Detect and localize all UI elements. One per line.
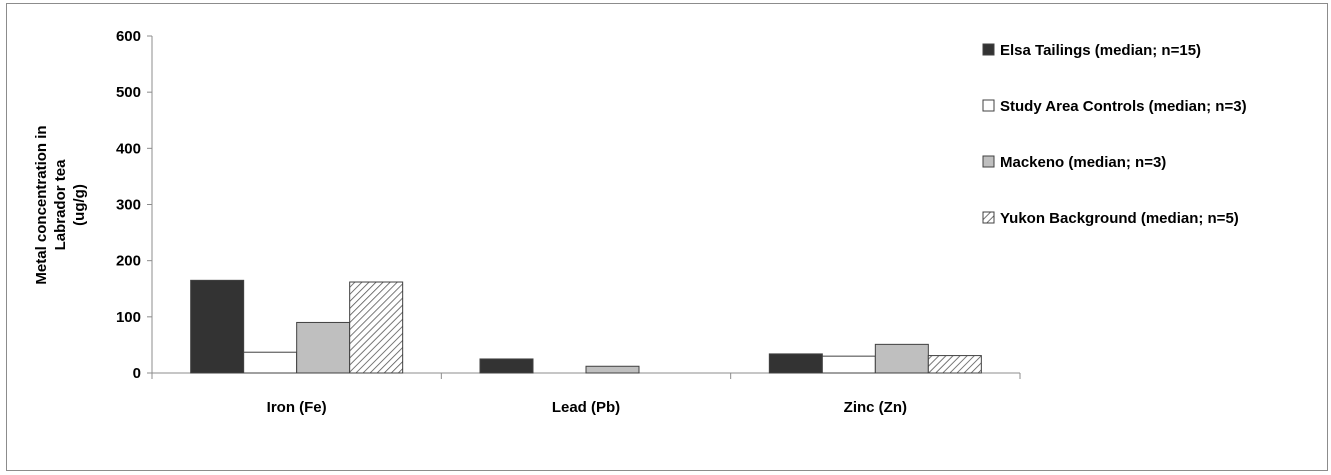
y-tick-label: 400: [116, 140, 141, 157]
y-tick-labels: 0 100 200 300 400 500 600: [116, 28, 141, 382]
legend: Elsa Tailings (median; n=15) Study Area C…: [982, 42, 1247, 227]
y-tick-label: 500: [116, 84, 141, 101]
legend-swatch: [982, 211, 995, 224]
bar: [349, 281, 404, 374]
legend-label: Yukon Background (median; n=5): [1000, 210, 1239, 227]
bar: [479, 358, 534, 374]
bar: [874, 343, 929, 374]
y-tick-label: 600: [116, 28, 141, 45]
legend-label: Study Area Controls (median; n=3): [1000, 98, 1247, 115]
y-tick-label: 200: [116, 253, 141, 270]
y-axis-label-line-2: Labrador tea: [52, 159, 69, 251]
legend-label: Mackeno (median; n=3): [1000, 154, 1166, 171]
bar: [585, 365, 640, 374]
bar: [821, 355, 876, 374]
legend-label: Elsa Tailings (median; n=15): [1000, 42, 1201, 59]
axes: [147, 35, 1021, 379]
y-axis-label-line-1: Metal concentration in: [33, 125, 50, 284]
legend-swatch: [982, 155, 995, 168]
legend-swatch: [982, 99, 995, 112]
bar: [768, 353, 823, 374]
y-tick-label: 300: [116, 197, 141, 214]
bar: [296, 321, 351, 374]
x-tick-label: Zinc (Zn): [844, 399, 907, 416]
chart-frame: [6, 3, 1328, 471]
x-tick-label: Iron (Fe): [267, 399, 327, 416]
x-tick-labels: Iron (Fe) Lead (Pb) Zinc (Zn): [267, 399, 907, 416]
y-tick-label: 0: [133, 365, 141, 382]
bar: [243, 351, 298, 374]
legend-swatch: [982, 43, 995, 56]
bar: [190, 279, 245, 374]
y-axis-label-line-3: (ug/g): [71, 184, 88, 226]
y-axis-label: Metal concentration in Labrador tea (ug/…: [33, 125, 88, 284]
bar: [927, 355, 982, 374]
x-tick-label: Lead (Pb): [552, 399, 620, 416]
y-tick-label: 100: [116, 309, 141, 326]
bars: [190, 279, 982, 374]
